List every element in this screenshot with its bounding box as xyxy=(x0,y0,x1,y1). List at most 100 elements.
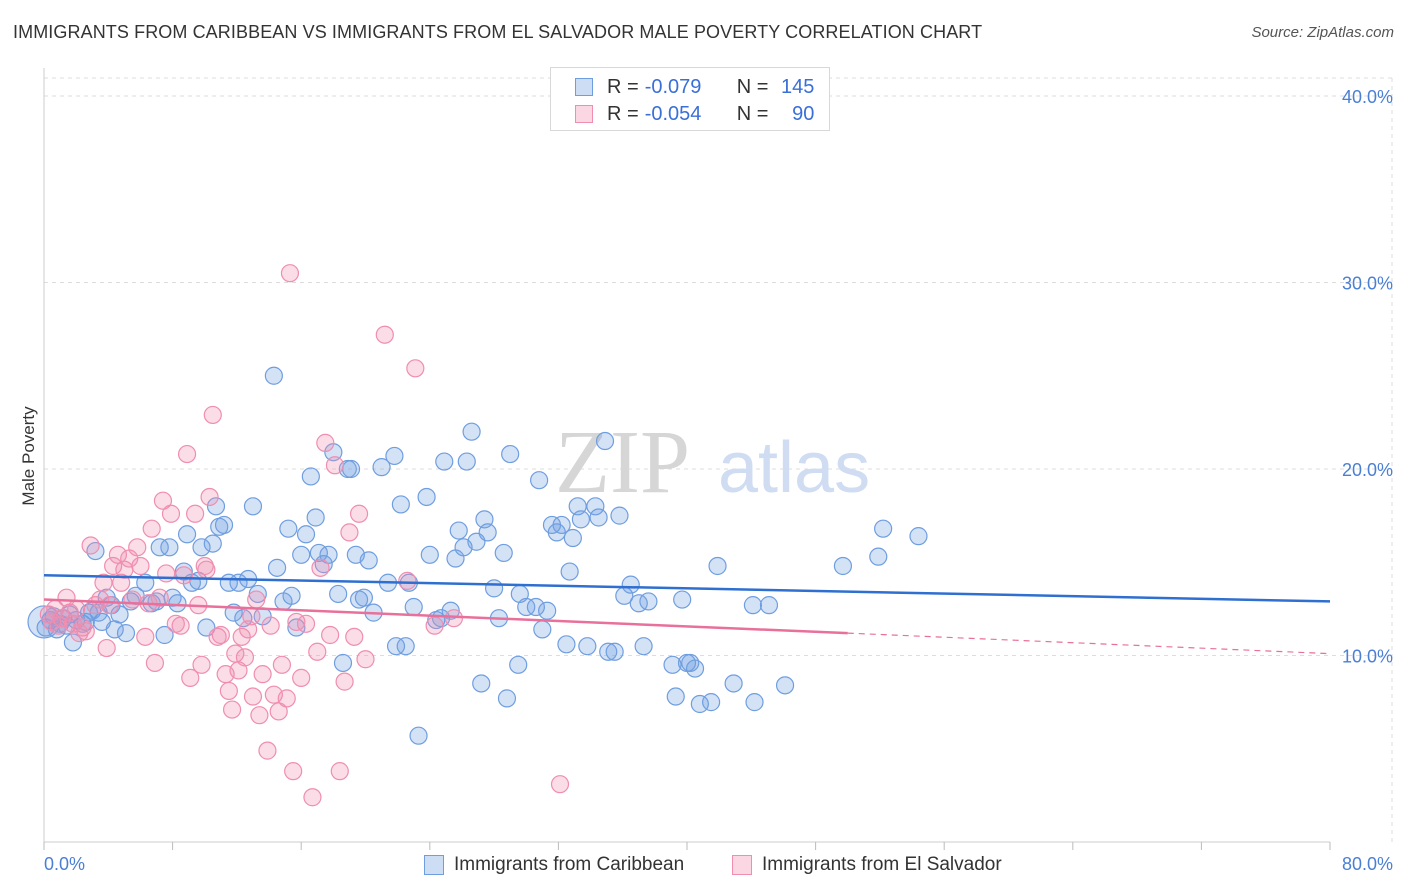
data-point xyxy=(333,653,353,673)
data-point xyxy=(578,637,597,656)
data-point xyxy=(284,762,303,781)
data-point xyxy=(94,573,113,592)
series-caribbean-points xyxy=(27,366,928,745)
data-point xyxy=(163,588,182,607)
data-point xyxy=(150,538,169,557)
data-point xyxy=(681,653,700,673)
data-point xyxy=(550,775,570,794)
data-point xyxy=(208,627,227,646)
data-point xyxy=(666,687,685,706)
data-point xyxy=(321,625,340,645)
legend-row-el-salvador: R = -0.054 N = 90 xyxy=(575,102,814,126)
data-point xyxy=(391,495,410,514)
data-point xyxy=(417,487,436,507)
legend-r-value: -0.054 xyxy=(644,102,702,125)
data-point xyxy=(136,627,155,646)
data-point xyxy=(509,655,528,674)
data-point xyxy=(533,620,552,639)
legend-r-label: R = xyxy=(607,75,639,98)
data-point xyxy=(264,366,283,385)
correlation-legend: R = -0.079 N = 145 R = -0.054 N = 90 xyxy=(550,67,830,131)
data-point xyxy=(81,536,100,555)
data-point xyxy=(67,599,86,618)
legend-n-value: 145 xyxy=(781,75,815,98)
data-point xyxy=(192,655,211,674)
data-point xyxy=(341,459,361,479)
data-point xyxy=(192,538,211,557)
data-point xyxy=(869,547,888,566)
data-point xyxy=(690,694,709,714)
data-point xyxy=(280,264,300,283)
bottom-legend-caribbean: Immigrants from Caribbean xyxy=(424,852,684,878)
data-point xyxy=(181,668,200,687)
data-point xyxy=(349,504,369,523)
data-point xyxy=(258,741,277,760)
data-point xyxy=(708,556,727,576)
data-point xyxy=(311,558,330,577)
data-point xyxy=(232,627,251,646)
data-point xyxy=(279,519,298,538)
data-point xyxy=(282,586,301,605)
data-point xyxy=(563,528,582,548)
data-point xyxy=(340,523,359,542)
data-point xyxy=(610,506,629,525)
source-label: Source: ZipAtlas.com xyxy=(1251,24,1394,41)
watermark-atlas: atlas xyxy=(718,428,870,508)
data-point xyxy=(386,637,406,656)
data-point xyxy=(586,497,605,516)
data-point xyxy=(219,681,238,701)
data-point xyxy=(325,456,345,475)
data-point xyxy=(485,579,504,598)
data-point xyxy=(472,674,491,693)
data-point xyxy=(517,597,536,617)
bottom-legend-el-salvador: Immigrants from El Salvador xyxy=(732,852,1002,878)
data-point xyxy=(261,616,280,635)
data-point xyxy=(243,497,263,516)
data-point xyxy=(560,562,579,581)
data-point xyxy=(211,625,230,645)
data-point xyxy=(375,325,394,344)
trend-line-el-salvador-extension xyxy=(847,632,1331,655)
data-point xyxy=(145,653,165,673)
data-point xyxy=(76,622,95,641)
data-point xyxy=(663,655,682,674)
data-point xyxy=(571,510,591,529)
data-point xyxy=(222,700,242,719)
data-point xyxy=(97,638,116,658)
data-point xyxy=(557,635,576,654)
data-point xyxy=(425,616,444,635)
data-point xyxy=(155,625,174,645)
trend-lines xyxy=(43,574,1331,655)
data-point xyxy=(267,558,287,577)
data-point xyxy=(292,668,311,687)
data-point xyxy=(253,665,272,684)
bottom-legend-swatch-pink xyxy=(732,855,752,875)
data-point xyxy=(552,515,571,535)
data-point xyxy=(195,556,214,576)
data-point xyxy=(308,642,327,661)
data-point xyxy=(743,596,763,615)
data-point xyxy=(177,525,197,544)
data-point xyxy=(160,538,179,557)
data-point xyxy=(287,618,306,637)
watermark: ZIP atlas xyxy=(555,413,870,512)
data-point xyxy=(431,609,451,628)
legend-n-label: N = xyxy=(736,75,769,98)
data-point xyxy=(356,650,375,669)
y-tick-label: 20.0% xyxy=(1342,460,1393,480)
data-point xyxy=(435,452,454,471)
data-point xyxy=(242,607,261,626)
data-point xyxy=(420,545,439,564)
data-point xyxy=(161,504,181,523)
data-point xyxy=(621,575,640,594)
data-point xyxy=(404,597,423,617)
data-point xyxy=(214,515,234,535)
data-point xyxy=(494,543,513,563)
bottom-legend-label: Immigrants from El Salvador xyxy=(762,854,1002,875)
legend-n-value: 90 xyxy=(792,102,815,125)
series-el-salvador-points xyxy=(39,264,570,807)
data-point xyxy=(589,508,608,527)
trend-line-el-salvador xyxy=(43,598,848,635)
y-tick-label: 40.0% xyxy=(1342,87,1393,107)
data-point xyxy=(296,525,316,544)
